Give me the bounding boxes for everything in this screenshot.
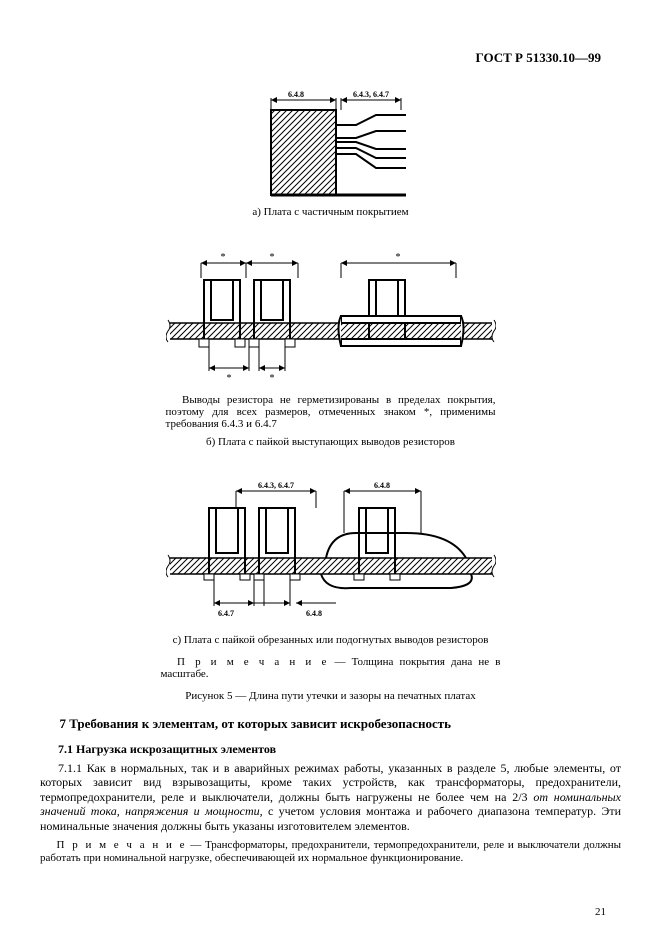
para-7-1-1: 7.1.1 Как в нормальных, так и в аварийны… [40,761,621,833]
fig-b-caption: б) Плата с пайкой выступающих выводов ре… [161,436,501,448]
page-number: 21 [595,906,606,918]
svg-text:6.4.8: 6.4.8 [374,481,390,490]
svg-text:*: * [395,252,400,263]
fig-c-caption: с) Плата с пайкой обрезанных или подогну… [161,634,501,646]
dim-a-left: 6.4.8 [288,90,304,99]
svg-text:6.4.3, 6.4.7: 6.4.3, 6.4.7 [258,481,294,490]
fig-b-note: Выводы резистора не герметизированы в пр… [166,394,496,430]
fig-c-note: П р и м е ч а н и е — Толщина покрытия д… [161,656,501,680]
figure-b-svg: * * * [166,248,496,388]
note-label: П р и м е ч а н и е [177,656,328,668]
svg-text:*: * [226,373,231,384]
sub-title: Нагрузка искрозащитных элементов [76,742,276,756]
figure-a-svg: 6.4.8 6.4.3, 6.4.7 [241,90,421,200]
figure-c-svg: 6.4.3, 6.4.7 6.4.8 [166,478,496,628]
svg-text:*: * [269,252,274,263]
section-title: Требования к элементам, от которых завис… [69,716,451,731]
note2-label: П р и м е ч а н и е [57,839,187,851]
note-7-1: П р и м е ч а н и е — Трансформаторы, пр… [40,839,621,865]
sub-num: 7.1 [58,742,73,756]
section-num: 7 [60,716,67,731]
figure-title: Рисунок 5 — Длина пути утечки и зазоры н… [131,690,531,702]
para-num: 7.1.1 [58,761,82,775]
svg-text:6.4.7: 6.4.7 [218,609,234,618]
svg-text:*: * [220,252,225,263]
fig-a-caption: а) Плата с частичным покрытием [201,206,461,218]
section-heading: 7 Требования к элементам, от которых зав… [40,716,621,732]
sub-heading: 7.1 Нагрузка искрозащитных элементов [40,742,621,757]
svg-text:6.4.8: 6.4.8 [306,609,322,618]
dim-a-right: 6.4.3, 6.4.7 [353,90,389,99]
doc-code: ГОСТ Р 51330.10—99 [476,50,601,66]
svg-text:*: * [269,373,274,384]
